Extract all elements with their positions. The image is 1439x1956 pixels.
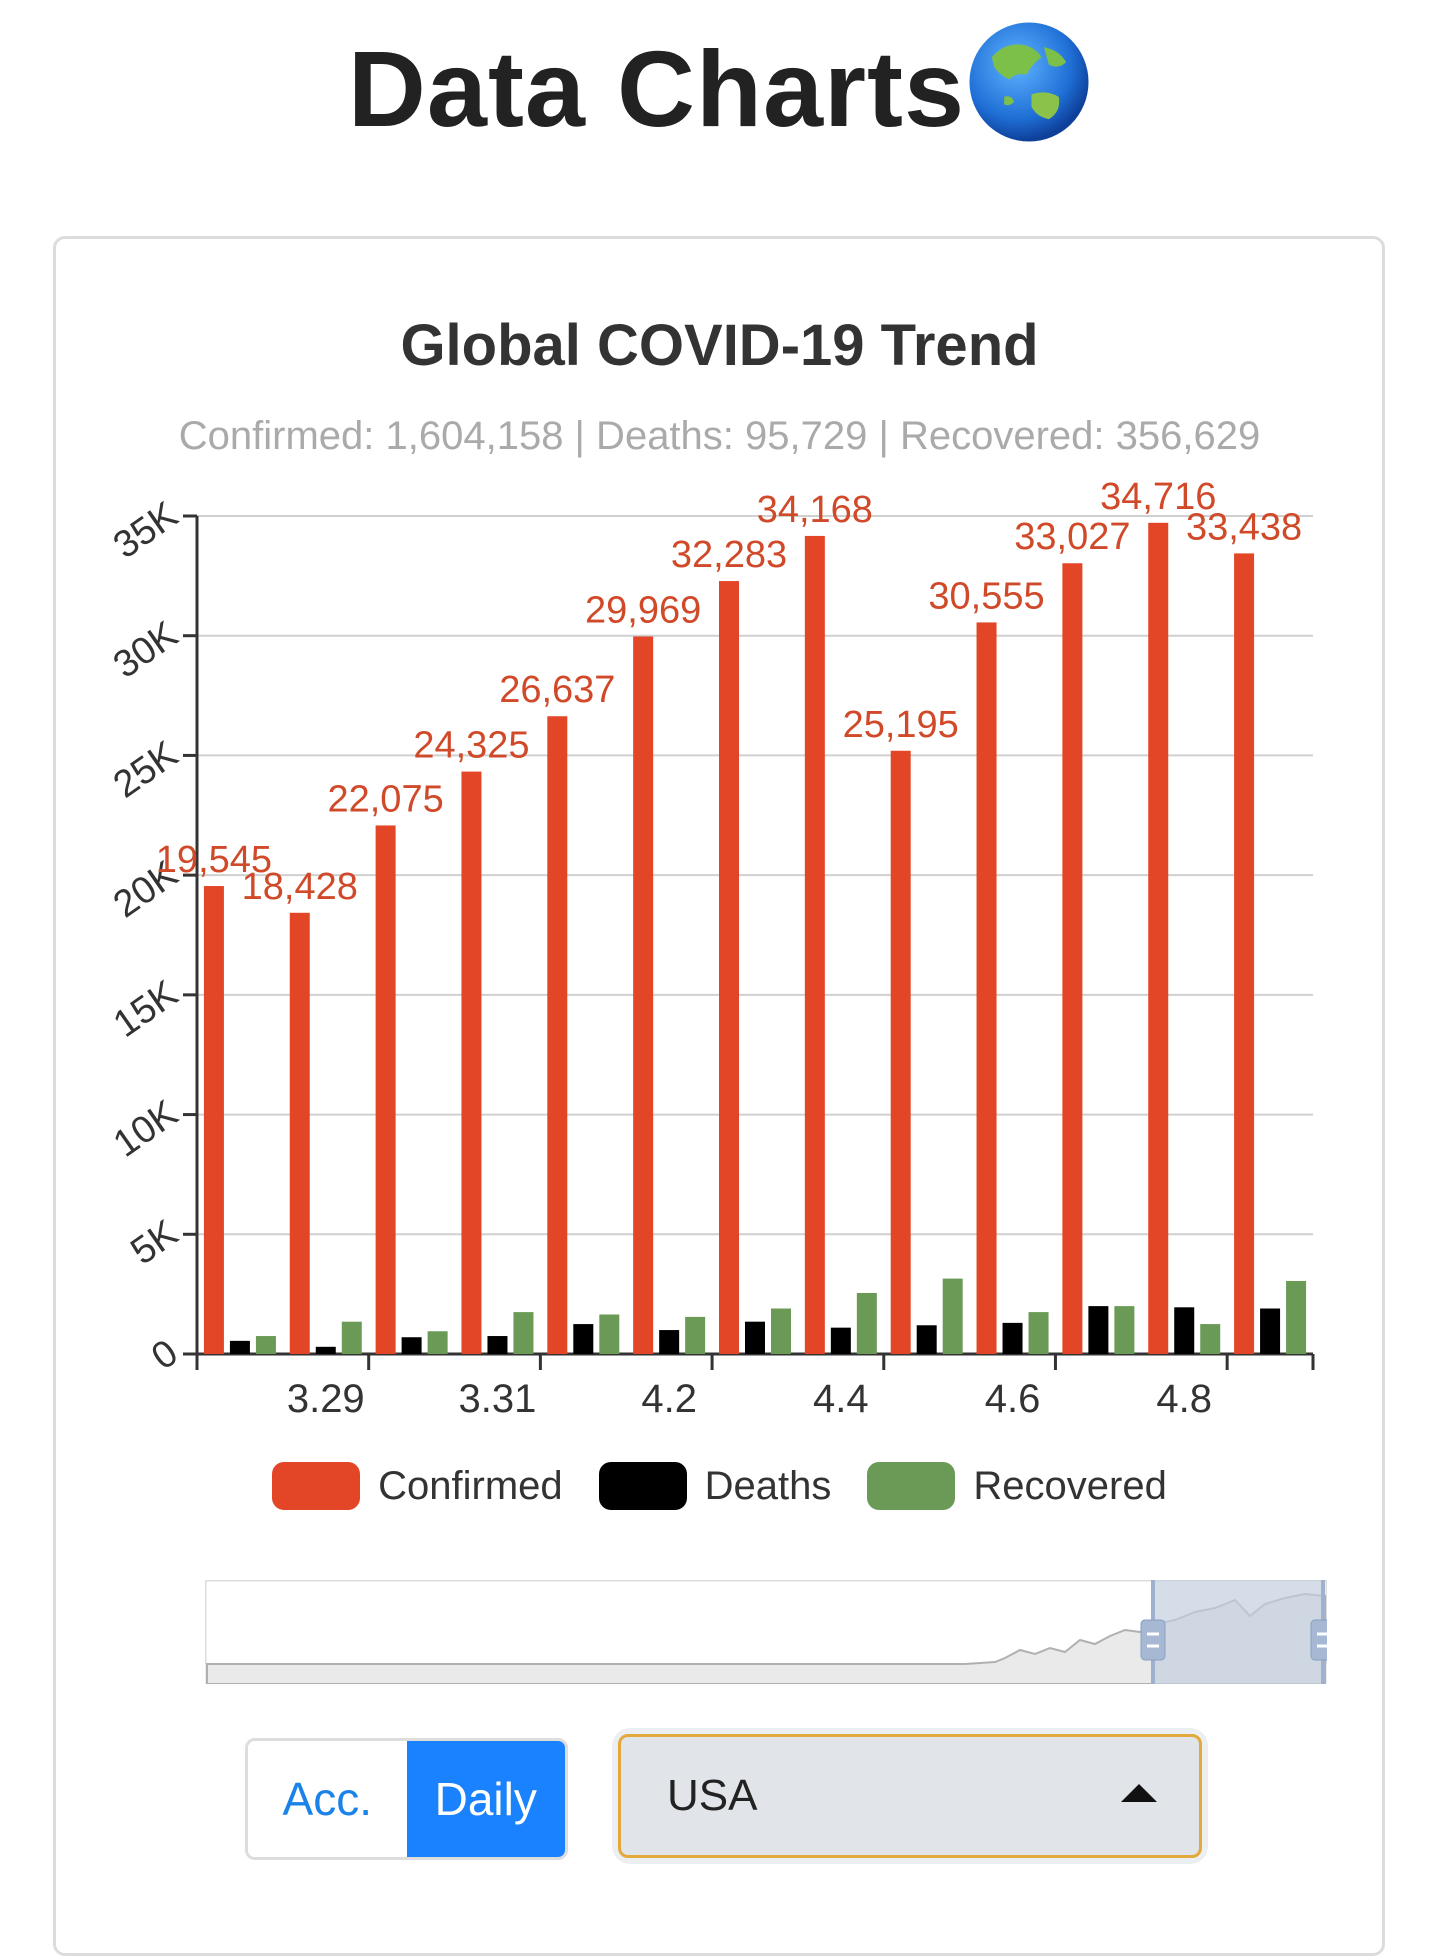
data-label-confirmed: 26,637 [499, 669, 615, 711]
bar-deaths [401, 1337, 422, 1354]
bar-recovered [599, 1314, 620, 1354]
data-label-confirmed: 22,075 [327, 778, 443, 820]
bar-deaths [229, 1340, 250, 1354]
legend-item-recovered[interactable]: Recovered [867, 1462, 1167, 1510]
bar-recovered [942, 1278, 963, 1354]
bar-confirmed [719, 581, 739, 1354]
bar-recovered [1286, 1280, 1307, 1354]
x-tick-label: 3.29 [287, 1377, 365, 1421]
bar-recovered [771, 1308, 791, 1354]
bar-recovered [513, 1312, 534, 1354]
data-label-confirmed: 34,716 [1100, 476, 1216, 518]
caret-up-icon [1121, 1784, 1157, 1802]
bar-confirmed [203, 886, 224, 1354]
bar-recovered [341, 1321, 362, 1354]
bar-confirmed [1062, 563, 1083, 1354]
bar-recovered [685, 1316, 706, 1354]
x-tick-label: 4.6 [985, 1377, 1041, 1421]
bar-deaths [1260, 1308, 1281, 1354]
chart-subtitle: Confirmed: 1,604,158 | Deaths: 95,729 | … [178, 414, 1261, 458]
bar-deaths [1002, 1322, 1023, 1354]
bar-deaths [315, 1346, 336, 1354]
legend-label: Recovered [973, 1463, 1167, 1508]
bar-confirmed [1234, 553, 1255, 1354]
bar-deaths [916, 1325, 937, 1354]
legend-item-confirmed[interactable]: Confirmed [272, 1462, 563, 1510]
data-label-confirmed: 18,428 [242, 866, 358, 908]
x-tick-label: 4.4 [813, 1377, 869, 1421]
data-label-confirmed: 33,027 [1014, 516, 1130, 558]
data-label-confirmed: 29,969 [585, 589, 701, 631]
bar-recovered [1028, 1312, 1049, 1354]
region-select-value: USA [667, 1771, 758, 1820]
bar-confirmed [289, 912, 310, 1354]
bar-deaths [659, 1330, 680, 1354]
mode-toggle: Acc. Daily [245, 1738, 568, 1860]
bar-confirmed [375, 825, 396, 1354]
legend-swatch-confirmed [272, 1462, 361, 1510]
data-label-confirmed: 19,545 [156, 839, 272, 881]
y-tick-label: 30K [106, 614, 185, 687]
x-tick-label: 4.8 [1156, 1377, 1212, 1421]
y-tick-label: 35K [106, 494, 185, 567]
x-tick-label: 3.31 [459, 1377, 537, 1421]
legend-item-deaths[interactable]: Deaths [598, 1462, 832, 1510]
bar-recovered [1114, 1306, 1135, 1354]
data-zoom-slider[interactable] [205, 1580, 1327, 1684]
region-select-wrapper: USA [612, 1728, 1208, 1864]
bar-deaths [745, 1321, 765, 1354]
bar-recovered [255, 1336, 276, 1354]
y-tick-label: 5K [123, 1212, 185, 1273]
bar-confirmed [804, 535, 825, 1354]
bar-confirmed [461, 771, 482, 1354]
bar-deaths [1088, 1306, 1109, 1354]
data-label-confirmed: 32,283 [671, 534, 787, 576]
bar-deaths [1174, 1307, 1195, 1354]
chart-legend: Confirmed Deaths Recovered [0, 1462, 1439, 1510]
legend-label: Deaths [704, 1463, 832, 1508]
data-label-confirmed: 25,195 [843, 704, 959, 746]
bar-deaths [487, 1336, 508, 1354]
legend-label: Confirmed [378, 1463, 563, 1508]
y-tick-label: 15K [106, 973, 185, 1046]
daily-button[interactable]: Daily [406, 1741, 565, 1857]
bar-recovered [856, 1292, 877, 1354]
x-tick-label: 4.2 [641, 1377, 697, 1421]
bar-deaths [573, 1324, 594, 1354]
zoom-selection[interactable] [1153, 1580, 1325, 1684]
region-select[interactable]: USA [618, 1734, 1202, 1858]
data-label-confirmed: 34,168 [757, 489, 873, 531]
legend-swatch-recovered [867, 1462, 956, 1510]
bar-confirmed [890, 750, 911, 1354]
page-title-text: Data Charts [347, 28, 966, 149]
data-label-confirmed: 30,555 [928, 575, 1044, 617]
y-tick-label: 0 [144, 1332, 185, 1379]
globe-icon [969, 22, 1089, 142]
legend-swatch-deaths [598, 1462, 687, 1510]
zoom-handle-right[interactable] [1310, 1580, 1327, 1684]
y-tick-label: 25K [106, 733, 185, 806]
acc-button[interactable]: Acc. [248, 1741, 407, 1857]
bar-confirmed [547, 716, 568, 1354]
bar-confirmed [976, 622, 997, 1354]
page-title: Data Charts [0, 20, 1439, 151]
chart-title: Global COVID-19 Trend [400, 313, 1039, 378]
bar-deaths [830, 1327, 851, 1354]
bar-confirmed [1148, 522, 1169, 1354]
data-label-confirmed: 24,325 [413, 725, 529, 767]
bar-recovered [1200, 1324, 1221, 1354]
zoom-handle-left[interactable] [1140, 1580, 1166, 1684]
y-tick-label: 10K [106, 1092, 185, 1165]
bar-recovered [427, 1331, 448, 1354]
bar-confirmed [633, 636, 654, 1354]
data-label-confirmed: 33,438 [1186, 506, 1302, 548]
